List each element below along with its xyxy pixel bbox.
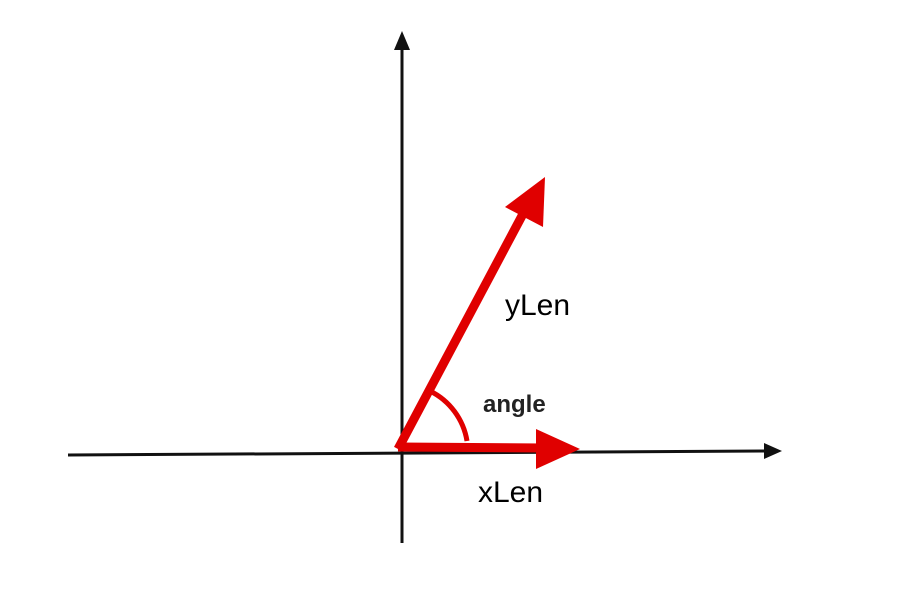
x-axis bbox=[67, 443, 782, 459]
y-length-vector-arrowhead bbox=[505, 177, 545, 227]
x-length-vector-arrowhead bbox=[536, 429, 580, 469]
y-length-vector-shaft bbox=[394, 209, 528, 452]
y-axis bbox=[394, 31, 410, 543]
x-length-vector bbox=[397, 429, 580, 469]
y-axis-arrowhead bbox=[394, 31, 410, 50]
angle-label: angle bbox=[483, 391, 546, 418]
x-length-vector-shaft bbox=[397, 442, 546, 453]
y-length-vector bbox=[394, 177, 545, 452]
angle-arc bbox=[428, 388, 470, 442]
x-length-label: xLen bbox=[478, 476, 543, 509]
x-axis-line bbox=[67, 449, 771, 457]
x-axis-arrowhead bbox=[764, 443, 782, 459]
y-length-label: yLen bbox=[505, 289, 570, 322]
